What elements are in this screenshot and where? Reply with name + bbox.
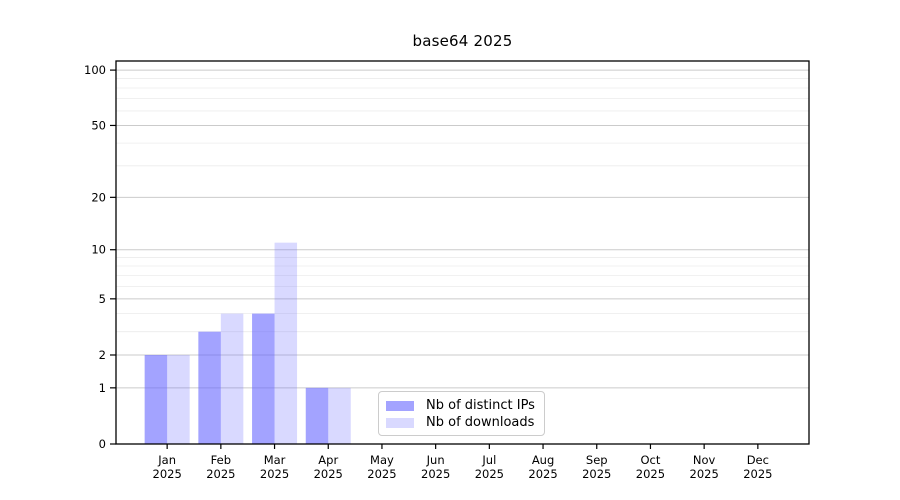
x-tick-label-month: May	[370, 453, 394, 467]
x-tick-label-month: Jul	[481, 453, 496, 467]
x-tick-label-year: 2025	[314, 467, 343, 481]
x-tick-label-month: Apr	[318, 453, 338, 467]
y-tick-label: 50	[91, 118, 106, 132]
bar-downloads-feb	[220, 313, 244, 444]
y-tick-label: 10	[91, 243, 106, 257]
x-tick-label-year: 2025	[421, 467, 450, 481]
bar-distinct-ips-apr	[305, 387, 329, 444]
x-tick-label-year: 2025	[260, 467, 289, 481]
x-tick-label-month: Oct	[641, 453, 661, 467]
legend-label-distinct-ips: Nb of distinct IPs	[426, 398, 535, 413]
x-tick-label-year: 2025	[206, 467, 235, 481]
bar-downloads-mar	[274, 242, 298, 444]
legend-swatch-downloads-icon	[386, 417, 414, 428]
bar-downloads-apr	[328, 387, 351, 444]
x-tick-label-month: Mar	[264, 453, 286, 467]
bar-distinct-ips-mar	[252, 313, 275, 444]
y-tick-label: 1	[99, 381, 106, 395]
plot-frame	[115, 60, 810, 445]
x-tick-label-year: 2025	[528, 467, 557, 481]
x-tick-label-year: 2025	[743, 467, 772, 481]
y-tick-label: 100	[84, 63, 106, 77]
x-tick-label-month: Aug	[532, 453, 554, 467]
x-tick-label-year: 2025	[475, 467, 504, 481]
x-tick-label-month: Nov	[693, 453, 716, 467]
bar-downloads-jan	[167, 354, 190, 444]
y-tick-label: 20	[91, 190, 106, 204]
x-tick-label-month: Sep	[586, 453, 608, 467]
y-tick-label: 2	[99, 348, 106, 362]
x-tick-label-month: Feb	[211, 453, 231, 467]
bar-distinct-ips-feb	[198, 331, 221, 444]
x-tick-label-month: Jun	[426, 453, 445, 467]
bar-distinct-ips-jan	[144, 354, 168, 444]
x-tick-label-year: 2025	[636, 467, 665, 481]
x-tick-label-year: 2025	[153, 467, 182, 481]
legend: Nb of distinct IPs Nb of downloads	[378, 391, 545, 436]
x-tick-label-year: 2025	[582, 467, 611, 481]
legend-label-downloads: Nb of downloads	[426, 415, 535, 430]
legend-swatch-distinct-ips-icon	[386, 400, 414, 411]
y-tick-label: 0	[99, 437, 106, 451]
legend-item-distinct-ips: Nb of distinct IPs	[386, 397, 536, 414]
chart-title: base64 2025	[412, 32, 513, 50]
y-tick-label: 5	[99, 292, 106, 306]
x-tick-label-month: Dec	[747, 453, 769, 467]
x-tick-label-month: Jan	[157, 453, 176, 467]
x-tick-label-year: 2025	[367, 467, 396, 481]
x-tick-label-year: 2025	[690, 467, 719, 481]
legend-item-downloads: Nb of downloads	[386, 414, 536, 431]
